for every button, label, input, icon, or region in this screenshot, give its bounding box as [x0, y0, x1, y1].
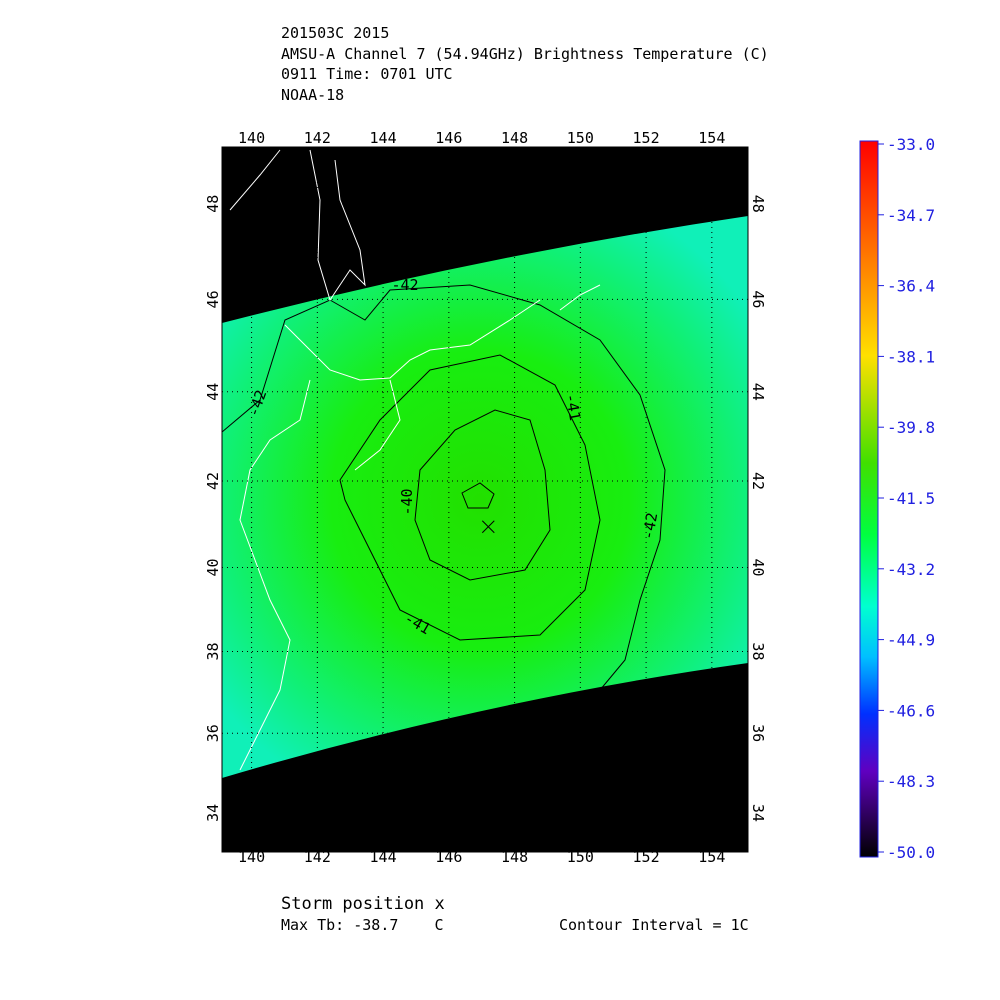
lon-tick-label: 142 — [304, 129, 331, 147]
contour-label: -42 — [391, 276, 418, 294]
header-line: NOAA-18 — [281, 86, 344, 104]
header: 201503C 2015 AMSU-A Channel 7 (54.94GHz)… — [281, 24, 769, 104]
lat-tick-label: 38 — [204, 642, 222, 660]
lon-tick-label: 150 — [567, 848, 594, 866]
lat-tick-label: 44 — [749, 383, 767, 401]
swath — [222, 216, 748, 778]
lon-tick-label: 142 — [304, 848, 331, 866]
colorbar-tick-label: -34.7 — [887, 206, 935, 225]
lat-tick-label: 36 — [749, 724, 767, 742]
lat-tick-label: 46 — [204, 290, 222, 308]
lon-tick-label: 146 — [435, 848, 462, 866]
lat-tick-label: 42 — [749, 472, 767, 490]
max-tb: Max Tb: -38.7 C — [281, 916, 444, 934]
colorbar-tick-label: -44.9 — [887, 631, 935, 650]
lon-tick-label: 140 — [238, 129, 265, 147]
contours — [222, 284, 666, 691]
map-ticks: 140 140 142 142 144 144 146 146 148 148 150 150 152 1… — [204, 129, 767, 866]
colorbar-tick-label: -38.1 — [887, 347, 935, 366]
lat-tick-label: 42 — [204, 472, 222, 490]
map-frame — [221, 146, 749, 853]
lat-tick-label: 46 — [749, 290, 767, 308]
lat-tick-label: 34 — [204, 804, 222, 822]
colorbar-tick-label: -48.3 — [887, 772, 935, 791]
coastline — [229, 149, 601, 771]
lon-tick-label: 148 — [501, 129, 528, 147]
lat-tick-label: 48 — [204, 195, 222, 213]
lat-tick-label: 40 — [204, 558, 222, 576]
lon-tick-label: 144 — [370, 129, 397, 147]
lon-tick-label: 146 — [435, 129, 462, 147]
header-line: AMSU-A Channel 7 (54.94GHz) Brightness T… — [281, 45, 769, 63]
colorbar-tick-label: -39.8 — [887, 418, 935, 437]
contour-interval: Contour Interval = 1C — [559, 916, 749, 934]
lat-tick-label: 38 — [749, 642, 767, 660]
colorbar-tick-label: -33.0 — [887, 135, 935, 154]
lon-tick-label: 154 — [698, 129, 725, 147]
colorbar — [859, 140, 879, 858]
contour-label: -40 — [398, 488, 416, 515]
lon-tick-label: 152 — [633, 848, 660, 866]
colorbar-tick-label: -43.2 — [887, 560, 935, 579]
colorbar-tick-label: -46.6 — [887, 701, 935, 720]
lon-tick-label: 148 — [501, 848, 528, 866]
colorbar-tick-label: -36.4 — [887, 277, 935, 296]
lat-tick-label: 34 — [749, 804, 767, 822]
lat-tick-label: 44 — [204, 383, 222, 401]
lon-tick-label: 144 — [370, 848, 397, 866]
colorbar-tick-label: -50.0 — [887, 843, 935, 862]
lon-tick-label: 152 — [633, 129, 660, 147]
header-line: 0911 Time: 0701 UTC — [281, 65, 453, 83]
lat-tick-label: 36 — [204, 724, 222, 742]
storm-marker — [481, 520, 495, 534]
lon-tick-label: 154 — [698, 848, 725, 866]
contour-label: -42 — [639, 511, 661, 541]
colorbar-ticks: -33.0 -34.7 -36.4 -38.1 -39.8 -41.5 -43.2 -44.9… — [878, 135, 935, 862]
lon-tick-label: 150 — [567, 129, 594, 147]
colorbar-tick-label: -41.5 — [887, 489, 935, 508]
lat-tick-label: 40 — [749, 558, 767, 576]
storm-note: Storm position x — [281, 894, 445, 914]
contour-label: -41 — [562, 392, 584, 422]
lat-tick-label: 48 — [749, 195, 767, 213]
map-area — [222, 147, 748, 852]
footer: Storm position x Max Tb: -38.7 C Contour… — [281, 894, 749, 934]
lon-tick-label: 140 — [238, 848, 265, 866]
header-line: 201503C 2015 — [281, 24, 389, 42]
